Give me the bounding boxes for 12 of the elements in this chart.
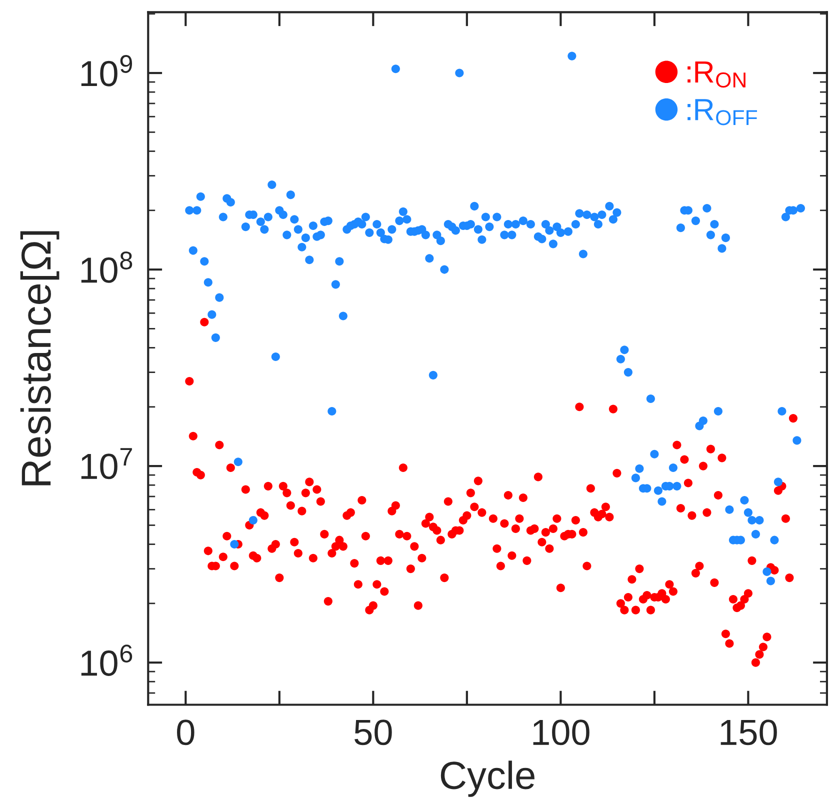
x-axis-title: Cycle	[440, 760, 534, 797]
y-axis-title: Resistance[Ω]	[20, 231, 60, 486]
y-tick-label: 10$^{8}$	[81, 252, 132, 283]
x-tick-label: 0	[177, 720, 194, 746]
y-tick-label: 10$^{7}$	[81, 448, 132, 480]
y-tick-label: 10$^{9}$	[81, 55, 132, 86]
x-tick-label: 50	[354, 720, 392, 746]
x-tick-label: 100	[533, 720, 590, 746]
y-tick-label: 10$^{6}$	[81, 644, 132, 676]
legend-label: :R$_{OFF}$	[688, 99, 757, 126]
legend-label: :R$_{ON}$	[688, 62, 746, 88]
x-tick-label: 150	[720, 720, 777, 746]
